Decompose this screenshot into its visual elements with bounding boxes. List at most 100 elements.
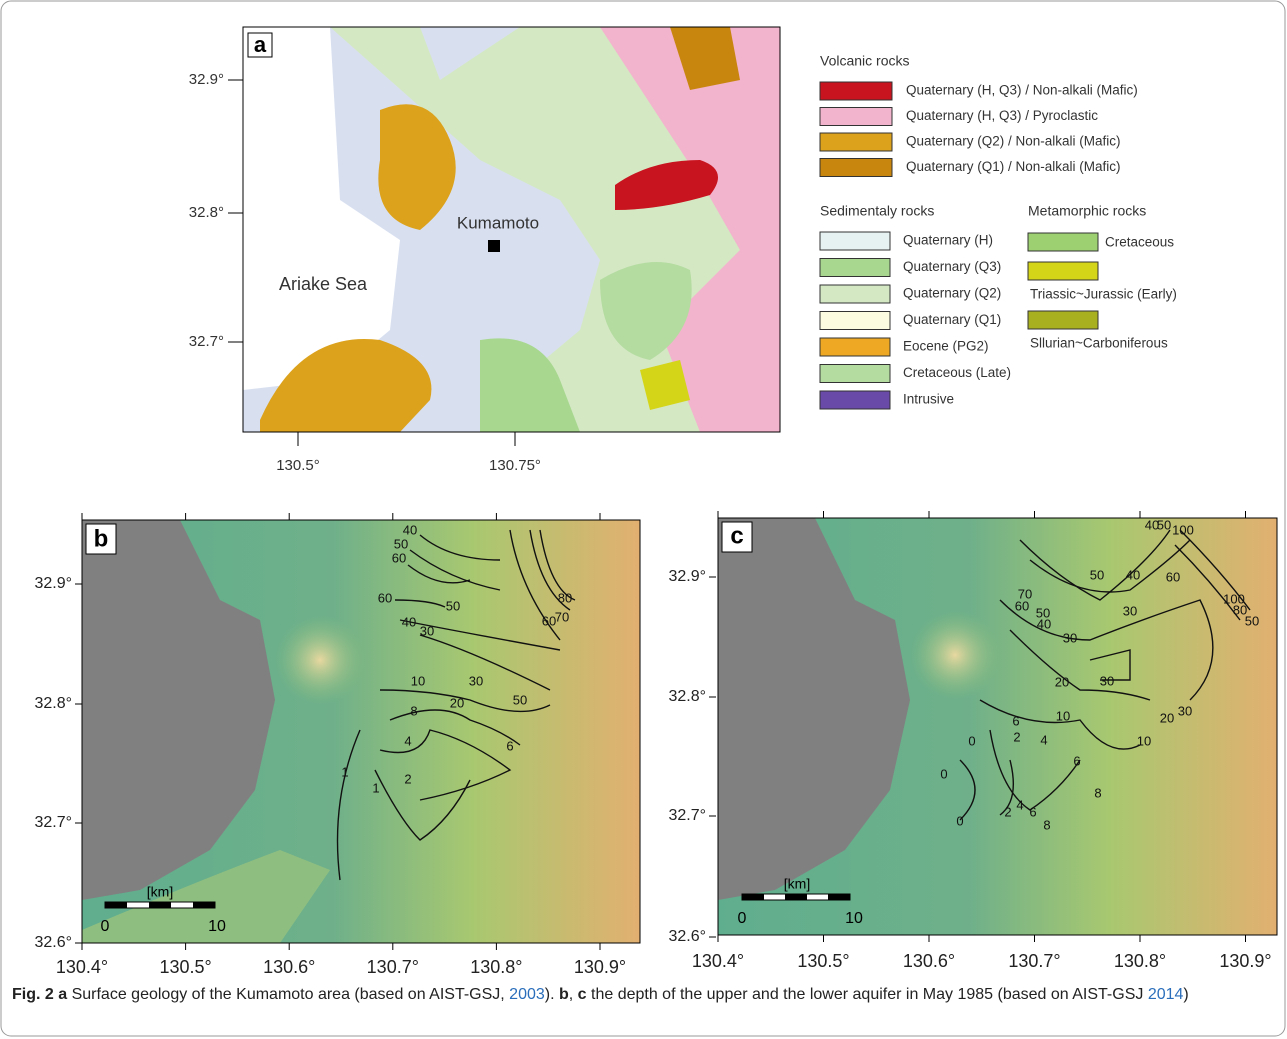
panel-label: a — [254, 32, 267, 57]
lon-tick-label: 130.5° — [797, 951, 849, 971]
lon-tick-label: 130.4° — [56, 957, 108, 977]
scale-label: 10 — [845, 910, 863, 927]
contour-label: 0 — [940, 766, 947, 781]
contour-label: 6 — [1029, 804, 1036, 819]
relief — [910, 610, 1000, 700]
scale-bar-segment — [105, 902, 127, 908]
caption-text: a — [58, 986, 67, 1003]
legend-label: Eocene (PG2) — [903, 339, 989, 354]
legend-swatch — [1028, 233, 1098, 251]
lat-tick-label: 32.9° — [668, 568, 706, 585]
contour-label: 30 — [1123, 603, 1137, 618]
scale-label: 10 — [208, 918, 226, 935]
legend-swatch — [820, 259, 890, 277]
legend-label: Quaternary (Q2) / Non-alkali (Mafic) — [906, 134, 1121, 149]
contour-label: 4 — [1016, 797, 1023, 812]
legend-swatch — [820, 312, 890, 330]
panel-label: b — [94, 525, 109, 552]
caption-text[interactable]: 2003 — [509, 986, 545, 1003]
contour-label: 80 — [558, 590, 572, 605]
contour-label: 0 — [968, 733, 975, 748]
caption-text: b — [559, 986, 569, 1003]
contour-label: 50 — [1090, 567, 1104, 582]
contour-label: 6 — [1012, 713, 1019, 728]
caption-text: c — [578, 986, 587, 1003]
scale-bar-segment — [193, 902, 215, 908]
legend-label: Sllurian~Carboniferous — [1030, 336, 1168, 351]
lon-tick-label: 130.8° — [1114, 951, 1166, 971]
contour-label: 6 — [506, 738, 513, 753]
legend-swatch — [820, 285, 890, 303]
contour-label: 100 — [1172, 522, 1194, 537]
lon-tick-label: 130.9° — [1219, 951, 1271, 971]
legend-swatch — [820, 133, 892, 151]
caption-text: the depth of the upper and the lower aqu… — [587, 986, 1148, 1003]
relief — [275, 615, 365, 705]
legend-title: Sedimentaly rocks — [820, 203, 934, 219]
panel-c: c[km]01040501005040607060504030302010080… — [718, 517, 1277, 935]
lon-tick-label: 130.9° — [574, 957, 626, 977]
lat-tick-label: 32.7° — [34, 814, 72, 831]
contour-label: 2 — [1004, 804, 1011, 819]
lat-tick-label: 32.9° — [34, 575, 72, 592]
contour-label: 20 — [450, 695, 464, 710]
contour-label: 40 — [403, 522, 417, 537]
contour-label: 1 — [372, 780, 379, 795]
caption-text: , — [569, 986, 578, 1003]
contour-label: 60 — [378, 590, 392, 605]
contour-label: 30 — [1100, 673, 1114, 688]
legend-label: Quaternary (H) — [903, 233, 993, 248]
city-marker — [488, 240, 500, 252]
contour-label: 60 — [392, 550, 406, 565]
legend-swatch — [820, 338, 890, 356]
contour-label: 50 — [1157, 517, 1171, 532]
legend-label: Cretaceous — [1105, 235, 1174, 250]
legend-label: Quaternary (H, Q3) / Non-alkali (Mafic) — [906, 83, 1138, 98]
contour-label: 2 — [1013, 729, 1020, 744]
scale-label: [km] — [784, 876, 810, 892]
legend-swatch — [820, 365, 890, 383]
lon-tick-label: 130.6° — [263, 957, 315, 977]
scale-bar-segment — [149, 902, 171, 908]
legend-label: Intrusive — [903, 392, 954, 407]
contour-label: 40 — [1126, 567, 1140, 582]
place-label: Ariake Sea — [279, 274, 368, 294]
legend-swatch — [1028, 311, 1098, 329]
legend-label: Quaternary (Q3) — [903, 259, 1001, 274]
caption-text: ). — [545, 986, 559, 1003]
contour-label: 10 — [411, 673, 425, 688]
contour-label: 20 — [1055, 674, 1069, 689]
contour-label: 50 — [394, 536, 408, 551]
contour-label: 40 — [402, 614, 416, 629]
scale-bar — [105, 902, 215, 908]
legend-label: Quaternary (H, Q3) / Pyroclastic — [906, 108, 1098, 123]
contour-label: 10 — [1056, 708, 1070, 723]
contour-label: 30 — [1178, 703, 1192, 718]
contour-label: 60 — [1166, 569, 1180, 584]
contour-label: 4 — [1040, 732, 1047, 747]
lat-tick-label: 32.8° — [189, 204, 224, 221]
lon-tick-label: 130.6° — [903, 951, 955, 971]
contour-label: 60 — [1015, 598, 1029, 613]
legend-label: Quaternary (Q1) / Non-alkali (Mafic) — [906, 159, 1121, 174]
lon-tick-label: 130.7° — [367, 957, 419, 977]
contour-label: 6 — [1073, 753, 1080, 768]
legend-label: Quaternary (Q2) — [903, 286, 1001, 301]
caption-text[interactable]: 2014 — [1148, 986, 1184, 1003]
contour-label: 4 — [404, 733, 411, 748]
lon-tick-label: 130.7° — [1008, 951, 1060, 971]
contour-label: 50 — [1245, 613, 1259, 628]
contour-label: 30 — [1063, 630, 1077, 645]
legend-label: Cretaceous (Late) — [903, 365, 1011, 380]
lat-tick-label: 32.8° — [34, 695, 72, 712]
legend-swatch — [1028, 262, 1098, 280]
contour-label: 30 — [420, 623, 434, 638]
lat-tick-label: 32.9° — [189, 71, 224, 88]
legend-swatch — [820, 232, 890, 250]
contour-label: 30 — [469, 673, 483, 688]
lon-tick-label: 130.8° — [470, 957, 522, 977]
scale-bar-segment — [742, 894, 764, 900]
contour-label: 8 — [1043, 817, 1050, 832]
legend-swatch — [820, 391, 890, 409]
